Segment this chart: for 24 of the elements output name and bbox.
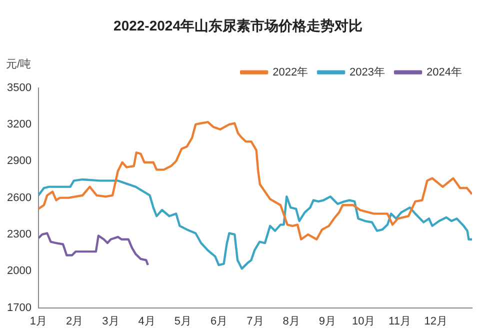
x-tick-label: 8月 [282,315,300,328]
legend-label: 2024年 [426,66,462,78]
x-tick-label: 1月 [30,315,48,328]
x-tick-label: 4月 [138,315,156,328]
y-tick-label: 2300 [6,228,32,240]
chart-title: 2022-2024年山东尿素市场价格走势对比 [114,17,362,34]
x-tick-label: 2月 [66,315,84,328]
y-tick-label: 1700 [6,302,32,314]
y-tick-label: 2900 [6,155,32,168]
y-tick-label: 2000 [6,265,32,278]
legend-label: 2022年 [272,66,308,78]
x-tick-label: 10月 [352,315,376,328]
legend-label: 2023年 [350,66,386,78]
x-tick-label: 3月 [102,315,120,328]
y-tick-label: 2600 [6,192,32,204]
y-tick-label: 3500 [6,82,32,94]
x-tick-label: 5月 [174,315,192,328]
x-tick-label: 7月 [246,315,264,328]
y-tick-label: 3200 [6,118,32,130]
x-tick-label: 6月 [210,315,228,328]
x-tick-label: 11月 [388,315,411,328]
x-tick-label: 12月 [424,315,448,328]
y-axis-title: 元/吨 [6,57,32,70]
x-tick-label: 9月 [318,315,336,328]
